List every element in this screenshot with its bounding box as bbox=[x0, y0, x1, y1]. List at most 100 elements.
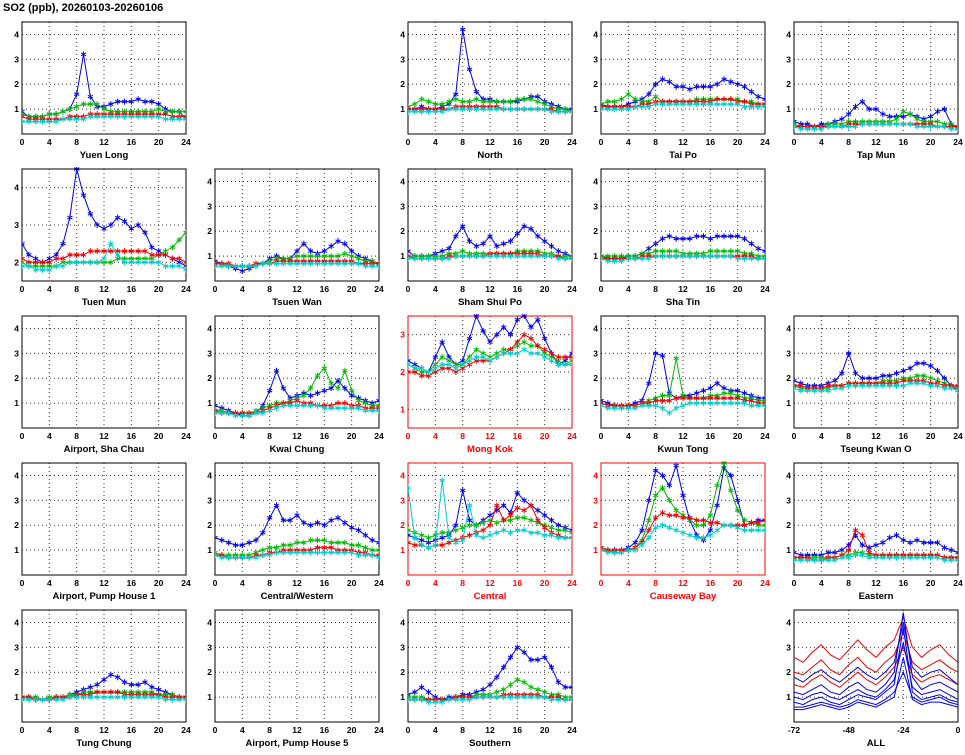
x-tick-label: 24 bbox=[567, 284, 577, 294]
x-tick-label: 24 bbox=[374, 578, 384, 588]
y-tick-label: 1 bbox=[14, 692, 19, 702]
x-tick-label: 4 bbox=[819, 137, 824, 147]
asterisk-markers bbox=[601, 400, 765, 417]
y-tick-label: 3 bbox=[786, 54, 791, 64]
x-tick-label: 12 bbox=[99, 137, 109, 147]
x-tick-label: 20 bbox=[154, 578, 164, 588]
x-tick-label: 20 bbox=[926, 431, 936, 441]
x-tick-label: 8 bbox=[846, 137, 851, 147]
x-tick-label: 16 bbox=[706, 578, 716, 588]
x-tick-label: 20 bbox=[154, 284, 164, 294]
gridlines bbox=[601, 316, 765, 428]
panel-title: Mong Kok bbox=[467, 444, 514, 455]
y-tick-label: 1 bbox=[786, 545, 791, 555]
series-red bbox=[794, 616, 958, 663]
x-tick-label: 4 bbox=[433, 725, 438, 735]
x-tick-label: 16 bbox=[320, 431, 330, 441]
x-tick-label: 4 bbox=[240, 431, 245, 441]
x-tick-label: 8 bbox=[846, 578, 851, 588]
series-red bbox=[22, 248, 186, 266]
panel-title: Tuen Mun bbox=[82, 297, 126, 308]
y-tick-label: 3 bbox=[593, 54, 598, 64]
asterisk-markers bbox=[794, 121, 958, 133]
x-tick-label: 20 bbox=[540, 431, 550, 441]
x-tick-label: 24 bbox=[567, 725, 577, 735]
series-cyan bbox=[794, 121, 958, 133]
x-tick-label: 20 bbox=[347, 725, 357, 735]
y-tick-label: 3 bbox=[14, 642, 19, 652]
series-cyan bbox=[794, 552, 958, 564]
asterisk-markers bbox=[22, 694, 186, 703]
plot-frame bbox=[600, 21, 766, 135]
y-tick-label: 2 bbox=[14, 373, 19, 383]
y-tick-label: 4 bbox=[786, 470, 791, 480]
x-tick-label: 16 bbox=[127, 284, 137, 294]
y-tick-label: 3 bbox=[207, 495, 212, 505]
plot-frame bbox=[793, 462, 959, 576]
y-tick-label: 3 bbox=[786, 495, 791, 505]
series-cyan bbox=[601, 522, 765, 556]
x-tick-label: 0 bbox=[213, 578, 218, 588]
series-blue bbox=[794, 622, 958, 686]
gridlines bbox=[215, 463, 379, 575]
asterisk-markers bbox=[601, 253, 765, 265]
x-tick-label: 20 bbox=[540, 578, 550, 588]
x-tick-label: 4 bbox=[626, 137, 631, 147]
series-cyan bbox=[408, 253, 572, 262]
series-cyan bbox=[215, 549, 379, 561]
x-tick-label: 16 bbox=[127, 578, 137, 588]
x-tick-label: -48 bbox=[843, 725, 856, 735]
x-tick-label: 12 bbox=[485, 137, 495, 147]
x-tick-label: 8 bbox=[74, 284, 79, 294]
y-tick-label: 3 bbox=[14, 54, 19, 64]
series-cyan bbox=[22, 240, 186, 273]
x-tick-label: 12 bbox=[871, 137, 881, 147]
series-cyan bbox=[601, 400, 765, 417]
x-tick-label: 20 bbox=[154, 725, 164, 735]
series-blue bbox=[794, 642, 958, 701]
asterisk-markers bbox=[601, 101, 765, 113]
figure-title: SO2 (ppb), 20260103-20260106 bbox=[3, 2, 164, 14]
y-tick-label: 1 bbox=[593, 104, 598, 114]
plot-frame bbox=[407, 609, 573, 723]
panel-title: Yuen Long bbox=[80, 150, 129, 161]
panel-all: 1 2 3 4 -72 -48 -24 0 ALL bbox=[786, 609, 961, 749]
x-tick-label: 0 bbox=[406, 578, 411, 588]
asterisk-markers bbox=[408, 346, 572, 375]
gridlines bbox=[408, 316, 572, 428]
y-tick-label: 4 bbox=[593, 470, 598, 480]
x-tick-label: -24 bbox=[897, 725, 910, 735]
x-tick-label: 20 bbox=[154, 137, 164, 147]
x-tick-label: -72 bbox=[788, 725, 801, 735]
plot-frame bbox=[214, 168, 380, 282]
x-tick-label: 4 bbox=[819, 578, 824, 588]
y-tick-label: 3 bbox=[207, 348, 212, 358]
x-tick-label: 16 bbox=[320, 578, 330, 588]
x-tick-label: 16 bbox=[513, 431, 523, 441]
series-red bbox=[794, 630, 958, 676]
series-cyan bbox=[601, 253, 765, 265]
gridlines bbox=[215, 610, 379, 722]
x-tick-label: 16 bbox=[127, 431, 137, 441]
series-blue bbox=[794, 670, 958, 708]
plot-frame bbox=[21, 462, 187, 576]
panel-title: Eastern bbox=[859, 591, 894, 602]
y-tick-label: 3 bbox=[786, 642, 791, 652]
x-tick-label: 12 bbox=[678, 137, 688, 147]
x-tick-label: 16 bbox=[899, 578, 909, 588]
gridlines bbox=[601, 169, 765, 281]
x-tick-label: 0 bbox=[406, 137, 411, 147]
series-blue bbox=[794, 657, 958, 711]
x-tick-label: 4 bbox=[240, 284, 245, 294]
x-tick-label: 24 bbox=[760, 284, 770, 294]
series-red bbox=[794, 645, 958, 688]
y-tick-label: 3 bbox=[207, 642, 212, 652]
y-tick-label: 3 bbox=[400, 642, 405, 652]
x-tick-label: 20 bbox=[540, 137, 550, 147]
x-tick-label: 0 bbox=[20, 431, 25, 441]
x-tick-label: 4 bbox=[47, 284, 52, 294]
